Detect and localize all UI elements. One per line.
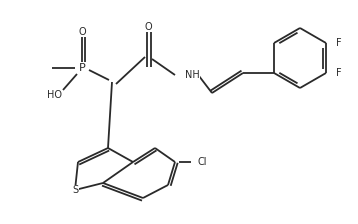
Text: HO: HO [48,90,63,100]
Text: O: O [144,22,152,32]
Text: P: P [79,63,85,73]
Text: Cl: Cl [197,157,207,167]
Text: NH: NH [185,70,200,80]
Text: O: O [78,27,86,37]
Text: F: F [336,68,342,78]
Text: F: F [336,38,342,48]
Text: S: S [72,185,78,195]
